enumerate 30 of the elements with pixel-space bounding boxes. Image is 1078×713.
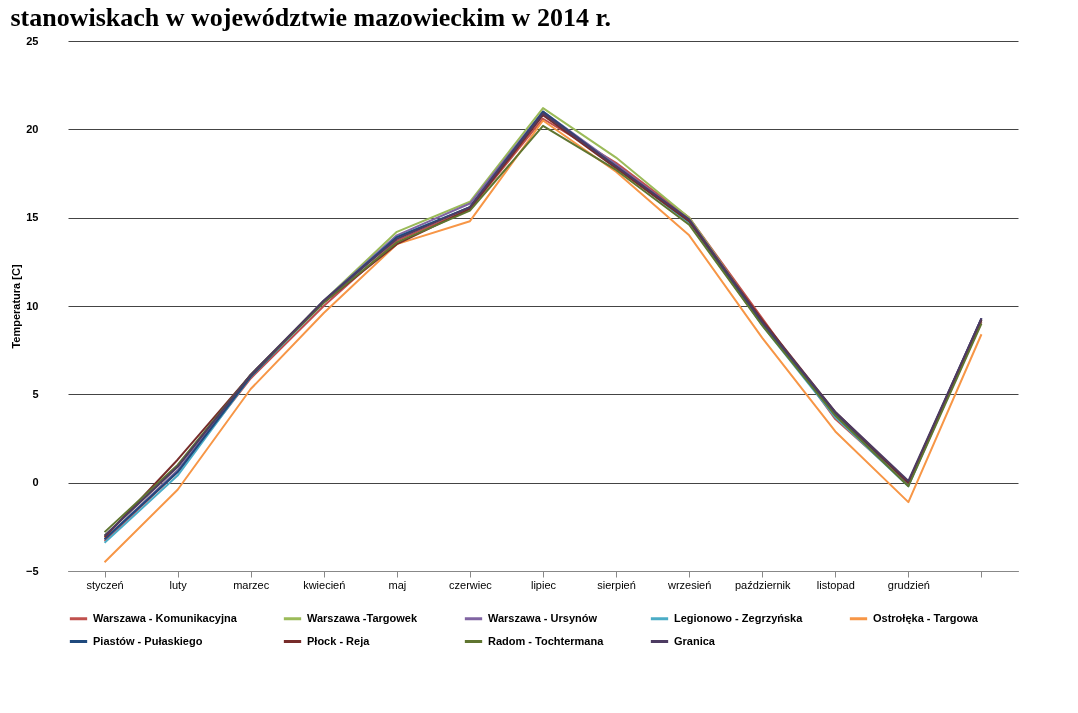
- x-tick-label: lipiec: [530, 578, 557, 591]
- y-tick-label: −5: [25, 564, 39, 577]
- x-tick-label: listopad: [816, 578, 855, 591]
- legend-label: Warszawa - Komunikacyjna: [93, 611, 238, 624]
- x-tick-label: kwiecień: [303, 578, 346, 591]
- x-tick-label: marzec: [233, 578, 270, 591]
- legend-label: Warszawa -Targowek: [307, 611, 418, 624]
- x-tick-label: czerwiec: [449, 578, 493, 591]
- y-tick-label: 25: [26, 34, 39, 47]
- legend-label: Legionowo - Zegrzyńska: [674, 611, 804, 624]
- x-tick-label: sierpień: [597, 578, 636, 591]
- legend-label: Granica: [674, 634, 716, 647]
- legend-label: Warszawa - Ursynów: [488, 611, 598, 624]
- legend-label: Piastów - Pułaskiego: [93, 634, 203, 647]
- legend-label: Ostrołęka - Targowa: [873, 611, 979, 624]
- y-tick-label: 0: [32, 476, 39, 489]
- legend-label: Płock - Reja: [307, 634, 371, 647]
- x-tick-label: grudzień: [887, 578, 930, 591]
- x-tick-label: luty: [169, 578, 188, 591]
- y-tick-label: 10: [26, 299, 39, 312]
- y-tick-label: 20: [26, 122, 39, 135]
- y-axis-title: Temperatura [C]: [9, 264, 22, 349]
- x-tick-label: maj: [388, 578, 407, 591]
- x-tick-label: styczeń: [86, 578, 124, 591]
- y-tick-label: 5: [32, 387, 39, 400]
- x-tick-label: październik: [734, 578, 792, 591]
- y-tick-label: 15: [26, 211, 39, 224]
- x-tick-label: wrzesień: [666, 578, 712, 591]
- chart-title: stanowiskach w województwie mazowieckim w 2014 r.: [10, 3, 612, 32]
- legend-label: Radom - Tochtermana: [488, 634, 605, 647]
